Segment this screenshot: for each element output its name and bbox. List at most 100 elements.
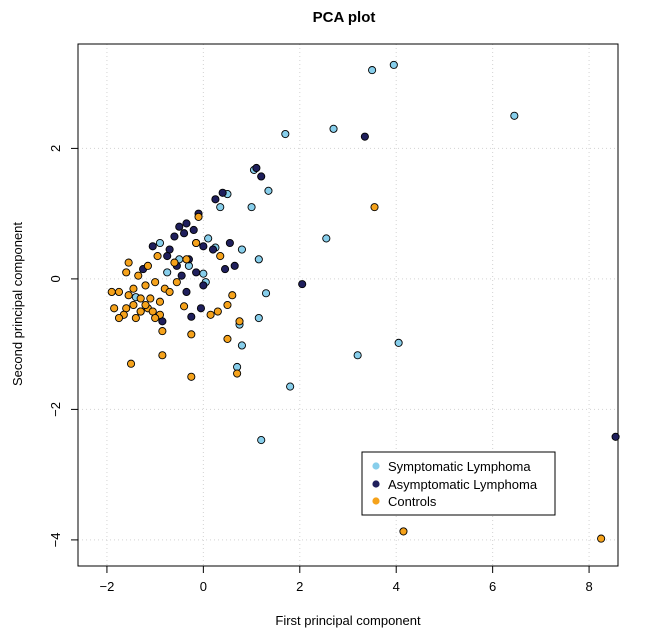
data-point-series-2 bbox=[134, 271, 143, 280]
data-point-series-2 bbox=[180, 302, 189, 311]
data-points bbox=[107, 60, 620, 543]
data-point-series-1 bbox=[192, 268, 201, 277]
data-point-series-1 bbox=[611, 432, 620, 441]
data-point-series-0 bbox=[237, 245, 246, 254]
data-point-series-0 bbox=[394, 338, 403, 347]
data-point-series-2 bbox=[151, 278, 160, 287]
data-point-series-1 bbox=[170, 232, 179, 241]
data-point-series-2 bbox=[182, 255, 191, 264]
data-point-series-0 bbox=[204, 234, 213, 243]
data-point-series-2 bbox=[136, 294, 145, 303]
data-point-series-2 bbox=[129, 300, 138, 310]
data-point-series-0 bbox=[247, 203, 256, 212]
data-point-series-0 bbox=[329, 124, 338, 133]
data-point-series-2 bbox=[114, 287, 124, 297]
legend-label-controls: Controls bbox=[388, 494, 437, 509]
data-point-series-0 bbox=[510, 111, 519, 120]
data-point-series-2 bbox=[206, 310, 215, 319]
data-point-series-2 bbox=[141, 300, 150, 310]
data-point-series-1 bbox=[221, 265, 230, 274]
data-point-series-2 bbox=[194, 212, 203, 221]
data-point-series-0 bbox=[261, 289, 271, 298]
y-axis: −4 −2 0 2 bbox=[48, 145, 79, 547]
data-point-series-2 bbox=[114, 313, 124, 323]
data-point-series-0 bbox=[237, 341, 246, 350]
legend-label-asymptomatic: Asymptomatic Lymphoma bbox=[388, 477, 538, 492]
data-point-series-2 bbox=[235, 317, 244, 326]
y-tick-label: 0 bbox=[48, 275, 63, 282]
data-point-series-0 bbox=[199, 269, 208, 278]
y-tick-label: −4 bbox=[48, 532, 63, 547]
data-point-series-2 bbox=[158, 351, 167, 360]
data-point-series-0 bbox=[322, 234, 331, 243]
legend-marker-symptomatic bbox=[372, 462, 380, 470]
data-point-series-1 bbox=[163, 252, 172, 261]
data-point-series-2 bbox=[233, 369, 242, 378]
data-point-series-1 bbox=[252, 163, 261, 173]
data-point-series-2 bbox=[122, 268, 131, 277]
data-point-series-2 bbox=[143, 261, 152, 270]
x-tick-label: 2 bbox=[296, 579, 303, 594]
y-tick-label: 2 bbox=[48, 145, 63, 152]
data-point-series-2 bbox=[146, 294, 155, 303]
data-point-series-2 bbox=[187, 372, 196, 381]
grid bbox=[78, 44, 618, 566]
x-tick-label: 4 bbox=[393, 579, 400, 594]
data-point-series-1 bbox=[360, 132, 369, 141]
x-tick-label: 8 bbox=[585, 579, 592, 594]
data-point-series-2 bbox=[597, 534, 606, 543]
data-point-series-0 bbox=[257, 436, 266, 445]
data-point-series-0 bbox=[155, 238, 165, 248]
data-point-series-2 bbox=[110, 304, 119, 313]
data-point-series-2 bbox=[228, 291, 237, 300]
data-point-series-1 bbox=[182, 219, 191, 228]
x-tick-label: 6 bbox=[489, 579, 496, 594]
data-point-series-1 bbox=[298, 280, 307, 289]
data-point-series-0 bbox=[254, 255, 263, 264]
data-point-series-0 bbox=[389, 60, 398, 69]
data-point-series-2 bbox=[126, 359, 136, 368]
data-point-series-0 bbox=[254, 313, 263, 323]
data-point-series-1 bbox=[225, 238, 234, 248]
data-point-series-2 bbox=[187, 330, 196, 339]
x-axis: −2 0 2 4 6 8 bbox=[100, 565, 593, 594]
legend-marker-asymptomatic bbox=[372, 480, 380, 488]
data-point-series-1 bbox=[180, 229, 189, 238]
data-point-series-2 bbox=[136, 307, 145, 316]
data-point-series-0 bbox=[368, 66, 377, 75]
legend-box bbox=[361, 451, 556, 516]
data-point-series-2 bbox=[124, 291, 133, 300]
data-point-series-2 bbox=[124, 258, 133, 267]
data-point-series-2 bbox=[223, 334, 232, 343]
y-axis-title: Second principal component bbox=[10, 222, 25, 386]
data-point-series-2 bbox=[213, 307, 222, 316]
data-point-series-2 bbox=[172, 278, 181, 287]
data-point-series-0 bbox=[286, 382, 295, 391]
legend-label-symptomatic: Symptomatic Lymphoma bbox=[388, 459, 531, 474]
data-point-series-1 bbox=[148, 242, 157, 251]
data-point-series-1 bbox=[230, 261, 239, 270]
data-point-series-2 bbox=[399, 527, 408, 536]
x-axis-title: First principal component bbox=[275, 613, 421, 628]
data-point-series-2 bbox=[131, 313, 140, 323]
data-point-series-0 bbox=[281, 129, 290, 139]
data-point-series-2 bbox=[141, 281, 150, 290]
data-point-series-2 bbox=[153, 252, 162, 261]
data-point-series-1 bbox=[257, 172, 266, 181]
data-point-series-2 bbox=[107, 287, 116, 297]
data-point-series-2 bbox=[165, 287, 174, 297]
data-point-series-2 bbox=[192, 238, 201, 248]
legend: Symptomatic Lymphoma Asymptomatic Lympho… bbox=[361, 451, 556, 516]
data-point-series-1 bbox=[199, 281, 208, 290]
data-point-series-0 bbox=[264, 186, 273, 195]
data-point-series-2 bbox=[170, 258, 179, 267]
data-point-series-1 bbox=[187, 312, 196, 321]
chart-title: PCA plot bbox=[313, 9, 376, 26]
data-point-series-1 bbox=[196, 304, 205, 313]
data-point-series-1 bbox=[218, 188, 227, 197]
data-point-series-0 bbox=[216, 203, 225, 212]
data-point-series-1 bbox=[177, 271, 186, 280]
data-point-series-0 bbox=[353, 351, 362, 360]
data-point-series-1 bbox=[199, 242, 208, 251]
